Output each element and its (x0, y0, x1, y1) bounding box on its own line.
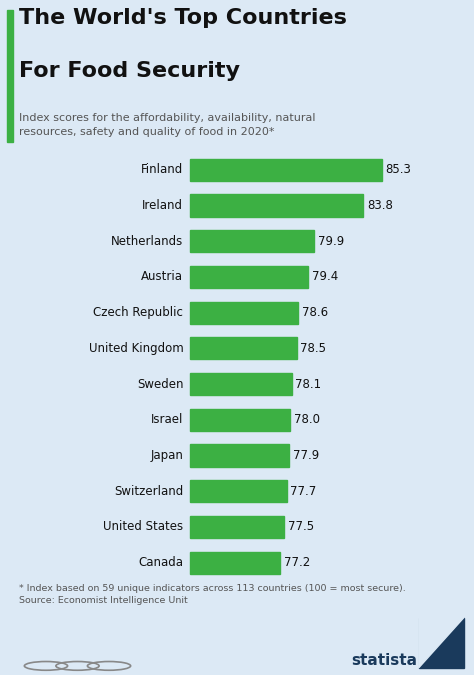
Bar (190, 444, 289, 466)
Text: 77.5: 77.5 (288, 520, 314, 533)
Text: 78.5: 78.5 (301, 342, 326, 355)
Bar (190, 373, 292, 395)
Bar (190, 551, 281, 574)
Text: 77.7: 77.7 (290, 485, 317, 497)
Polygon shape (419, 618, 464, 668)
Bar (190, 266, 308, 288)
Bar (190, 194, 363, 217)
Text: United Kingdom: United Kingdom (89, 342, 183, 355)
Text: * Index based on 59 unique indicators across 113 countries (100 = most secure).
: * Index based on 59 unique indicators ac… (19, 584, 406, 605)
Text: Finland: Finland (141, 163, 183, 176)
Bar (190, 338, 297, 359)
Text: Japan: Japan (150, 449, 183, 462)
Text: statista: statista (352, 653, 418, 668)
Text: The World's Top Countries: The World's Top Countries (19, 8, 347, 28)
Bar (190, 302, 298, 324)
Text: Canada: Canada (138, 556, 183, 569)
Text: 79.4: 79.4 (311, 271, 338, 284)
Text: 85.3: 85.3 (386, 163, 411, 176)
Bar (190, 230, 314, 252)
Text: Austria: Austria (141, 271, 183, 284)
Text: 77.2: 77.2 (284, 556, 310, 569)
Text: Ireland: Ireland (142, 199, 183, 212)
Text: 83.8: 83.8 (367, 199, 392, 212)
Text: 78.6: 78.6 (301, 306, 328, 319)
Bar (190, 159, 382, 181)
Text: 77.9: 77.9 (293, 449, 319, 462)
Text: 78.0: 78.0 (294, 413, 320, 427)
Text: Czech Republic: Czech Republic (93, 306, 183, 319)
Text: Switzerland: Switzerland (114, 485, 183, 497)
Bar (190, 408, 291, 431)
Text: Israel: Israel (151, 413, 183, 427)
FancyBboxPatch shape (419, 618, 464, 668)
Text: 78.1: 78.1 (295, 377, 321, 391)
Text: Index scores for the affordability, availability, natural
resources, safety and : Index scores for the affordability, avai… (19, 113, 316, 136)
Text: For Food Security: For Food Security (19, 61, 240, 80)
Bar (190, 516, 284, 538)
Text: United States: United States (103, 520, 183, 533)
Text: Netherlands: Netherlands (111, 235, 183, 248)
Text: Sweden: Sweden (137, 377, 183, 391)
Bar (190, 480, 287, 502)
Text: 79.9: 79.9 (318, 235, 344, 248)
